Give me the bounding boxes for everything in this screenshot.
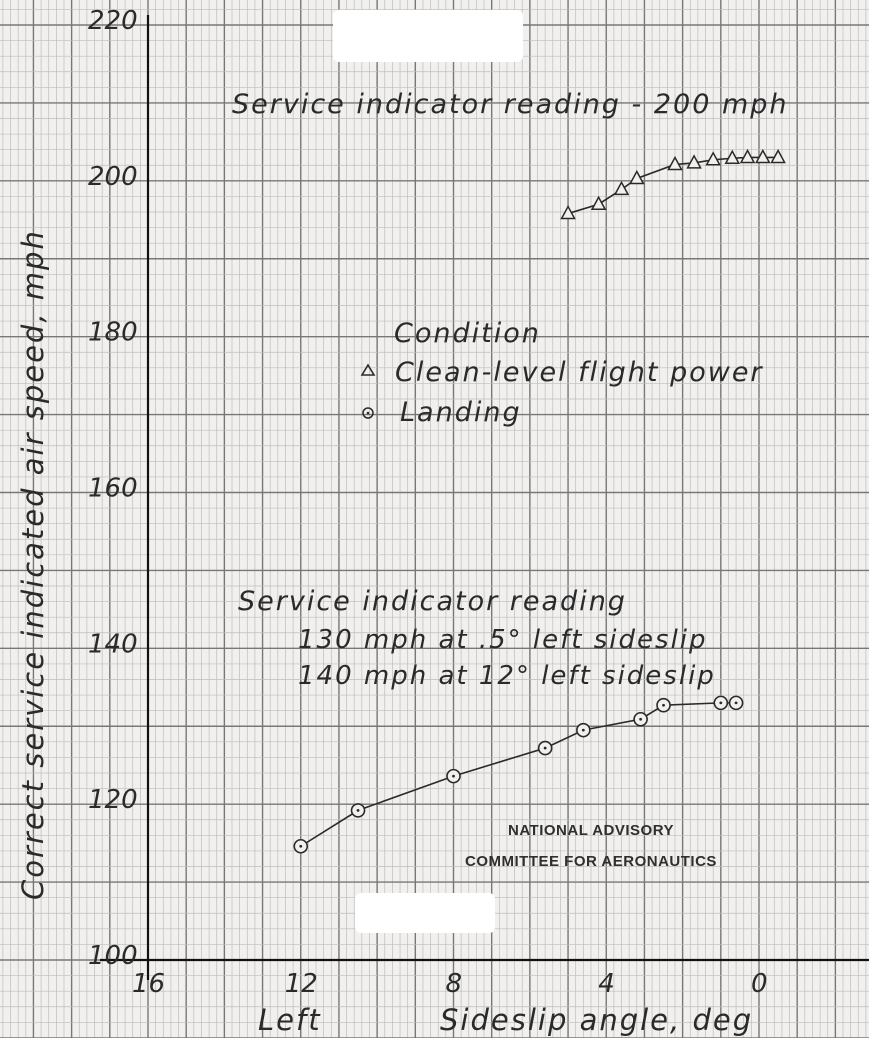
- annotation-landing-line1: Service indicator reading: [238, 586, 627, 617]
- legend-label-landing: Landing: [400, 397, 522, 428]
- triangle-point: [560, 204, 576, 220]
- axes: [100, 15, 869, 980]
- annotation-landing-line3: 140 mph at 12° left sideslip: [298, 661, 716, 691]
- circle-point-dot: [452, 774, 455, 778]
- x-tick-label: 8: [446, 969, 463, 999]
- circle-point-dot: [662, 703, 665, 707]
- triangle-point: [705, 151, 721, 166]
- legend-circle-dot: [366, 411, 370, 415]
- y-tick-label: 200: [88, 162, 138, 192]
- y-tick-label: 120: [88, 785, 138, 815]
- circle-point-dot: [356, 809, 360, 812]
- x-axis-prefix: Left: [258, 1003, 322, 1037]
- blank-label-bottom: [355, 893, 495, 933]
- legend-label-clean: Clean-level flight power: [395, 357, 764, 388]
- x-tick-label: 4: [598, 969, 615, 999]
- y-tick-label: 180: [88, 318, 138, 348]
- y-tick-label: 140: [88, 629, 138, 659]
- legend-entry-landing: Landing: [362, 397, 522, 428]
- annotation-landing-line2: 130 mph at .5° left sideslip: [298, 625, 708, 655]
- annotation-clean: Service indicator reading - 200 mph: [232, 89, 789, 120]
- tick-labels: 16 12 8 4 0 220 200 180 160 140 120 100: [88, 6, 768, 999]
- triangle-point: [739, 148, 756, 164]
- triangle-point: [755, 148, 771, 164]
- triangle-point: [686, 154, 702, 169]
- triangle-point: [724, 149, 741, 164]
- y-tick-label: 160: [88, 474, 138, 504]
- triangle-point: [667, 155, 683, 171]
- data-series: [293, 148, 786, 854]
- circle-point-dot: [639, 717, 643, 721]
- legend-title: Condition: [394, 318, 541, 349]
- y-tick-label: 100: [88, 941, 138, 971]
- y-tick-label: 220: [88, 6, 138, 36]
- circle-point-dot: [299, 844, 303, 848]
- circle-point-dot: [543, 746, 547, 750]
- triangle-point: [629, 169, 645, 185]
- triangle-point: [613, 180, 630, 196]
- x-axis-label: Sideslip angle, deg: [440, 1003, 753, 1037]
- legend-circle-marker: [362, 407, 374, 419]
- x-tick-label: 0: [751, 969, 768, 999]
- y-axis-label: Correct service indicated air speed, mph: [16, 229, 50, 900]
- circle-point-dot: [719, 701, 723, 705]
- legend-triangle-marker: [360, 363, 376, 376]
- triangle-point: [770, 148, 786, 164]
- triangle-point: [590, 195, 607, 210]
- circle-point-dot: [581, 728, 585, 732]
- x-tick-label: 16: [132, 969, 165, 999]
- blank-label-top: [333, 10, 523, 62]
- circle-point-dot: [734, 701, 738, 705]
- stamp-line1: NATIONAL ADVISORY: [508, 822, 674, 839]
- legend-entry-clean: Clean-level flight power: [360, 357, 764, 388]
- x-tick-label: 12: [285, 969, 318, 999]
- stamp-line2: COMMITTEE FOR AERONAUTICS: [465, 853, 717, 870]
